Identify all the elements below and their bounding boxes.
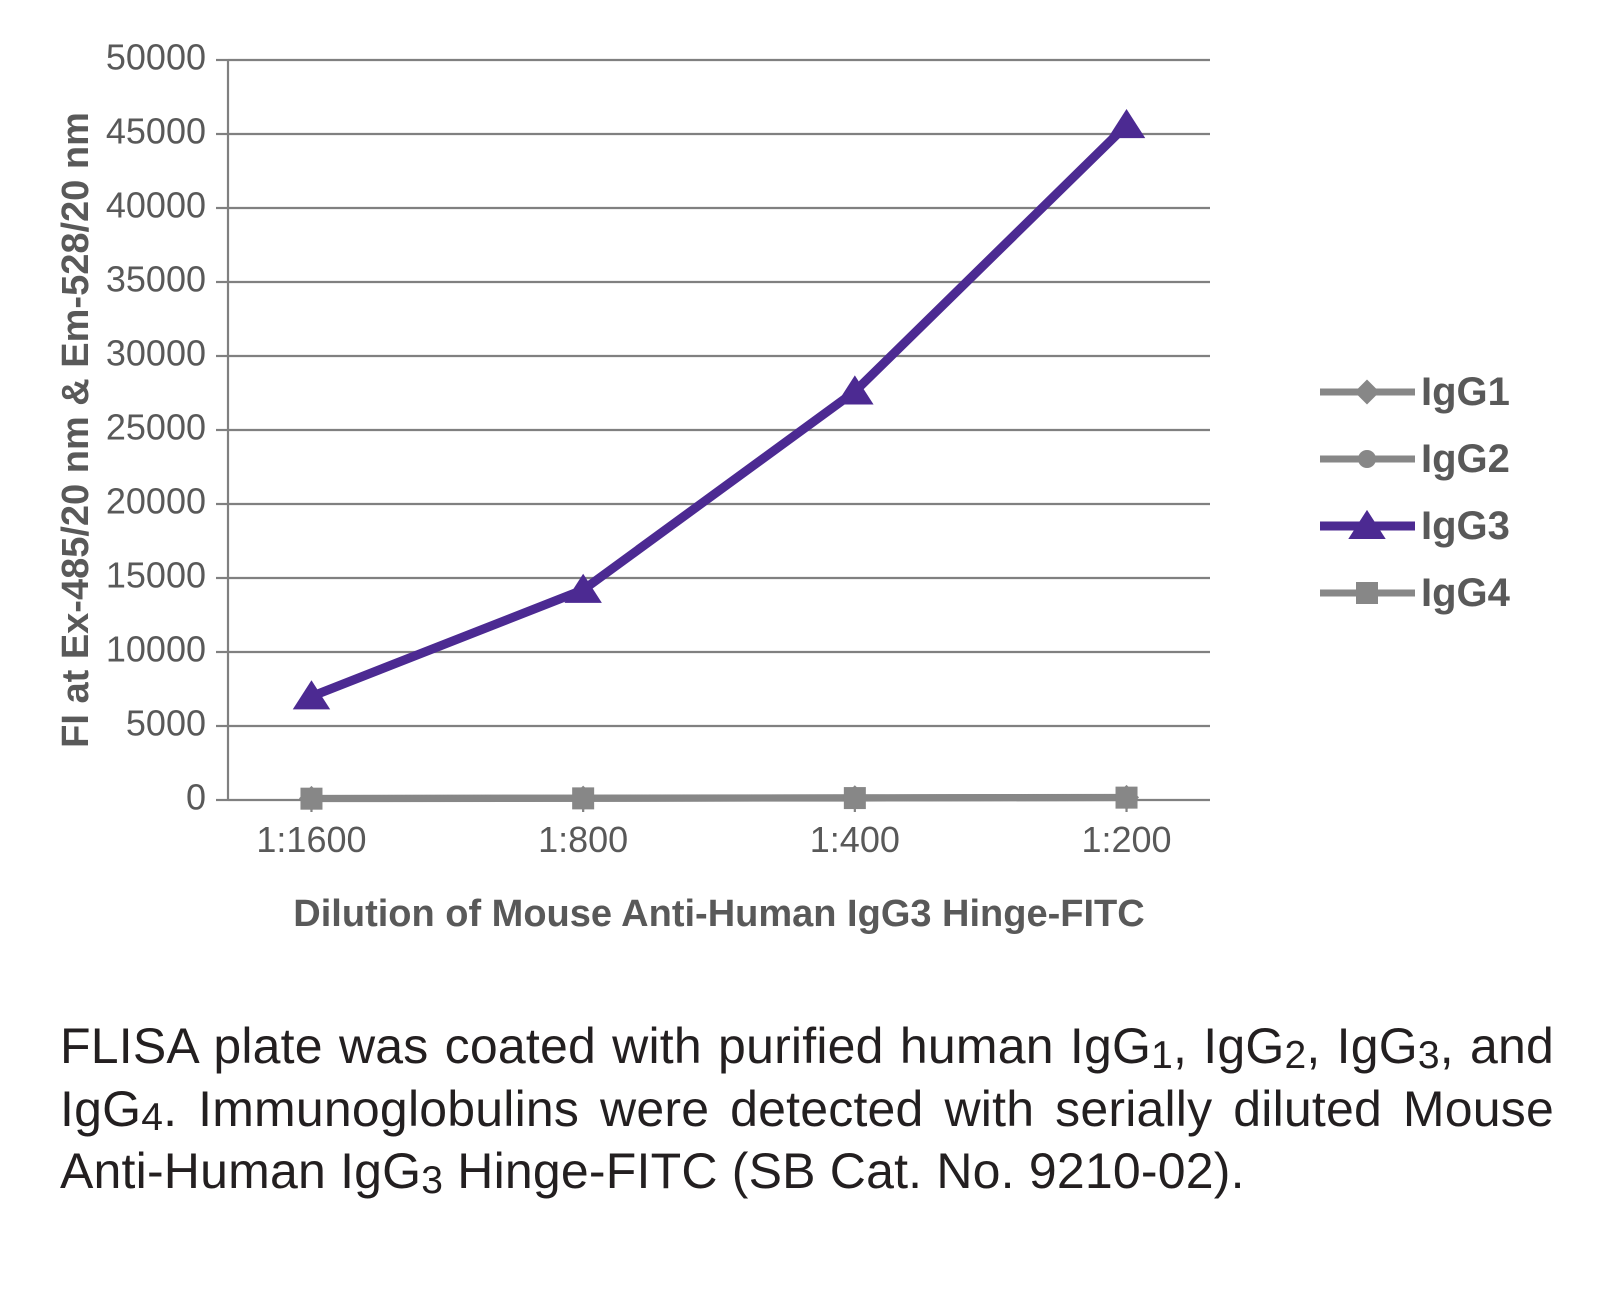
svg-text:Dilution of Mouse Anti-Human I: Dilution of Mouse Anti-Human IgG3 Hinge-… bbox=[293, 893, 1144, 935]
chart-with-legend: 0 5000 10000 15000 20000 25000 30000 35000 40000… bbox=[40, 30, 1574, 955]
legend: IgG1 IgG2 IgG3 IgG4 bbox=[1320, 348, 1510, 638]
svg-text:1:200: 1:200 bbox=[1081, 819, 1171, 860]
svg-text:15000: 15000 bbox=[106, 555, 206, 596]
page-root: 0 5000 10000 15000 20000 25000 30000 35000 40000… bbox=[0, 0, 1614, 1306]
svg-text:5000: 5000 bbox=[126, 703, 206, 744]
legend-item-igg2: IgG2 bbox=[1320, 437, 1510, 482]
legend-item-igg1: IgG1 bbox=[1320, 370, 1510, 415]
legend-item-igg4: IgG4 bbox=[1320, 571, 1510, 616]
legend-swatch bbox=[1320, 375, 1415, 409]
svg-text:30000: 30000 bbox=[106, 333, 206, 374]
svg-text:0: 0 bbox=[186, 777, 206, 818]
legend-swatch bbox=[1320, 509, 1415, 543]
figure-caption: FLISA plate was coated with purified hum… bbox=[40, 1015, 1574, 1203]
line-chart: 0 5000 10000 15000 20000 25000 30000 35000 40000… bbox=[40, 30, 1260, 950]
legend-label: IgG3 bbox=[1421, 504, 1510, 549]
svg-text:1:1600: 1:1600 bbox=[256, 819, 366, 860]
svg-text:50000: 50000 bbox=[106, 37, 206, 78]
svg-text:FI at Ex-485/20 nm & Em-528/20: FI at Ex-485/20 nm & Em-528/20 nm bbox=[55, 112, 97, 748]
legend-swatch bbox=[1320, 576, 1415, 610]
legend-label: IgG4 bbox=[1421, 571, 1510, 616]
svg-text:35000: 35000 bbox=[106, 259, 206, 300]
legend-label: IgG1 bbox=[1421, 370, 1510, 415]
chart-area: 0 5000 10000 15000 20000 25000 30000 35000 40000… bbox=[40, 30, 1260, 955]
svg-text:45000: 45000 bbox=[106, 111, 206, 152]
legend-item-igg3: IgG3 bbox=[1320, 504, 1510, 549]
svg-text:40000: 40000 bbox=[106, 185, 206, 226]
svg-text:1:400: 1:400 bbox=[810, 819, 900, 860]
legend-label: IgG2 bbox=[1421, 437, 1510, 482]
svg-text:20000: 20000 bbox=[106, 481, 206, 522]
svg-text:25000: 25000 bbox=[106, 407, 206, 448]
legend-swatch bbox=[1320, 442, 1415, 476]
svg-text:1:800: 1:800 bbox=[538, 819, 628, 860]
svg-text:10000: 10000 bbox=[106, 629, 206, 670]
